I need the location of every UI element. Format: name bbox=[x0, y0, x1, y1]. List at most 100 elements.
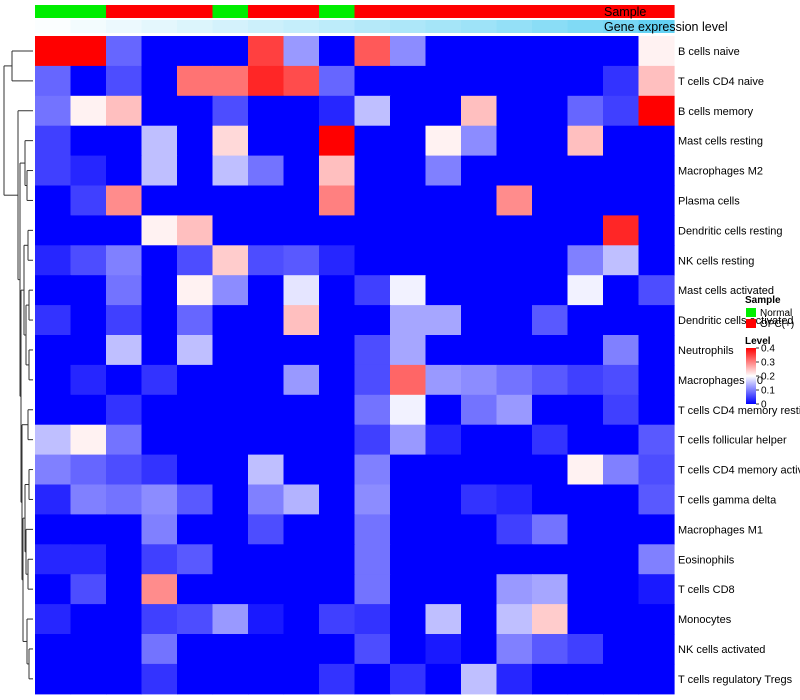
heatmap-cell bbox=[425, 424, 462, 456]
heatmap-cell bbox=[319, 514, 356, 545]
heatmap-cell bbox=[70, 424, 107, 456]
heatmap-cell bbox=[496, 663, 533, 695]
heatmap-cell bbox=[532, 155, 569, 187]
heatmap-cell bbox=[567, 663, 604, 695]
heatmap-cell bbox=[638, 155, 675, 187]
heatmap-cell bbox=[177, 454, 214, 486]
sample-cell bbox=[496, 5, 533, 18]
heatmap-cell bbox=[70, 514, 107, 545]
heatmap-cell bbox=[106, 125, 143, 157]
heatmap-cell bbox=[319, 215, 356, 246]
sample-cell bbox=[567, 5, 604, 18]
heatmap-cell bbox=[603, 604, 640, 635]
heatmap-cell bbox=[177, 634, 214, 665]
heatmap-cell bbox=[567, 394, 604, 426]
heatmap-cell bbox=[70, 215, 107, 246]
heatmap-cell bbox=[425, 634, 462, 665]
heatmap-cell bbox=[106, 574, 143, 605]
heatmap-cell bbox=[496, 424, 533, 456]
heatmap-cell bbox=[177, 95, 214, 127]
heatmap-cell bbox=[354, 36, 391, 67]
heatmap-cell bbox=[141, 663, 178, 695]
heatmap-cell bbox=[319, 663, 356, 695]
heatmap-cell bbox=[283, 604, 320, 635]
heatmap-cell bbox=[638, 245, 675, 276]
heatmap-cell bbox=[70, 36, 107, 67]
heatmap-cell bbox=[177, 335, 214, 366]
row-label: B cells naive bbox=[678, 46, 740, 58]
heatmap-cell bbox=[390, 634, 427, 665]
heatmap-cell bbox=[354, 364, 391, 396]
heatmap-cell bbox=[638, 394, 675, 426]
heatmap-cell bbox=[283, 394, 320, 426]
heatmap-cell bbox=[212, 65, 249, 97]
heatmap-cell bbox=[177, 275, 214, 306]
heatmap-cell bbox=[177, 65, 214, 97]
heatmap-cell bbox=[212, 484, 249, 515]
heatmap-cell bbox=[283, 574, 320, 605]
heatmap-cell bbox=[390, 604, 427, 635]
heatmap-cell bbox=[496, 215, 533, 246]
heatmap-cell bbox=[425, 544, 462, 575]
heatmap-cells bbox=[35, 36, 675, 695]
heatmap-cell bbox=[283, 663, 320, 695]
row-label: Mast cells resting bbox=[678, 136, 763, 148]
heatmap-cell bbox=[638, 275, 675, 306]
heatmap-cell bbox=[461, 634, 498, 665]
heatmap-cell bbox=[532, 574, 569, 605]
heatmap-cell bbox=[567, 185, 604, 216]
heatmap-cell bbox=[212, 125, 249, 157]
heatmap-cell bbox=[177, 604, 214, 635]
heatmap-cell bbox=[354, 663, 391, 695]
heatmap-cell bbox=[70, 245, 107, 276]
heatmap-cell bbox=[319, 185, 356, 216]
heatmap-cell bbox=[496, 604, 533, 635]
heatmap-cell bbox=[638, 65, 675, 97]
heatmap-cell bbox=[141, 275, 178, 306]
heatmap-cell bbox=[461, 305, 498, 336]
heatmap-cell bbox=[35, 544, 72, 575]
heatmap-cell bbox=[603, 544, 640, 575]
row-labels: B cells naive T cells CD4 naive B cells me… bbox=[678, 46, 800, 686]
heatmap-cell bbox=[283, 125, 320, 157]
heatmap-cell bbox=[177, 245, 214, 276]
legend-sample: Sample Normal OPC(+) bbox=[745, 295, 794, 330]
heatmap-cell bbox=[248, 394, 285, 426]
heatmap-cell bbox=[425, 245, 462, 276]
row-label: Dendritic cells activated bbox=[678, 315, 794, 327]
heatmap-cell bbox=[35, 275, 72, 306]
heatmap-cell bbox=[603, 514, 640, 545]
heatmap-cell bbox=[354, 454, 391, 486]
heatmap-cell bbox=[461, 454, 498, 486]
heatmap-cell bbox=[496, 185, 533, 216]
heatmap-cell bbox=[638, 604, 675, 635]
heatmap-cell bbox=[603, 454, 640, 486]
heatmap-cell bbox=[496, 305, 533, 336]
sample-cell bbox=[390, 5, 427, 18]
sample-cell bbox=[603, 5, 640, 18]
expression-level-cell bbox=[319, 20, 356, 33]
heatmap-cell bbox=[212, 155, 249, 187]
heatmap-cell bbox=[70, 484, 107, 515]
row-label: T cells CD4 naive bbox=[678, 76, 764, 88]
heatmap-cell bbox=[283, 95, 320, 127]
heatmap-cell bbox=[212, 394, 249, 426]
row-label: T cells gamma delta bbox=[678, 494, 777, 506]
sample-cell bbox=[461, 5, 498, 18]
heatmap-cell bbox=[354, 335, 391, 366]
heatmap-cell bbox=[106, 514, 143, 545]
heatmap-cell bbox=[354, 275, 391, 306]
heatmap-cell bbox=[283, 36, 320, 67]
heatmap-cell bbox=[603, 36, 640, 67]
heatmap-cell bbox=[70, 155, 107, 187]
sample-cell bbox=[283, 5, 320, 18]
row-label: NK cells activated bbox=[678, 644, 765, 656]
heatmap-cell bbox=[319, 604, 356, 635]
heatmap-cell bbox=[496, 514, 533, 545]
heatmap-cell bbox=[390, 65, 427, 97]
expression-level-cell bbox=[141, 20, 178, 33]
heatmap-cell bbox=[248, 335, 285, 366]
heatmap-cell bbox=[319, 394, 356, 426]
heatmap-cell bbox=[390, 95, 427, 127]
heatmap-cell bbox=[106, 305, 143, 336]
